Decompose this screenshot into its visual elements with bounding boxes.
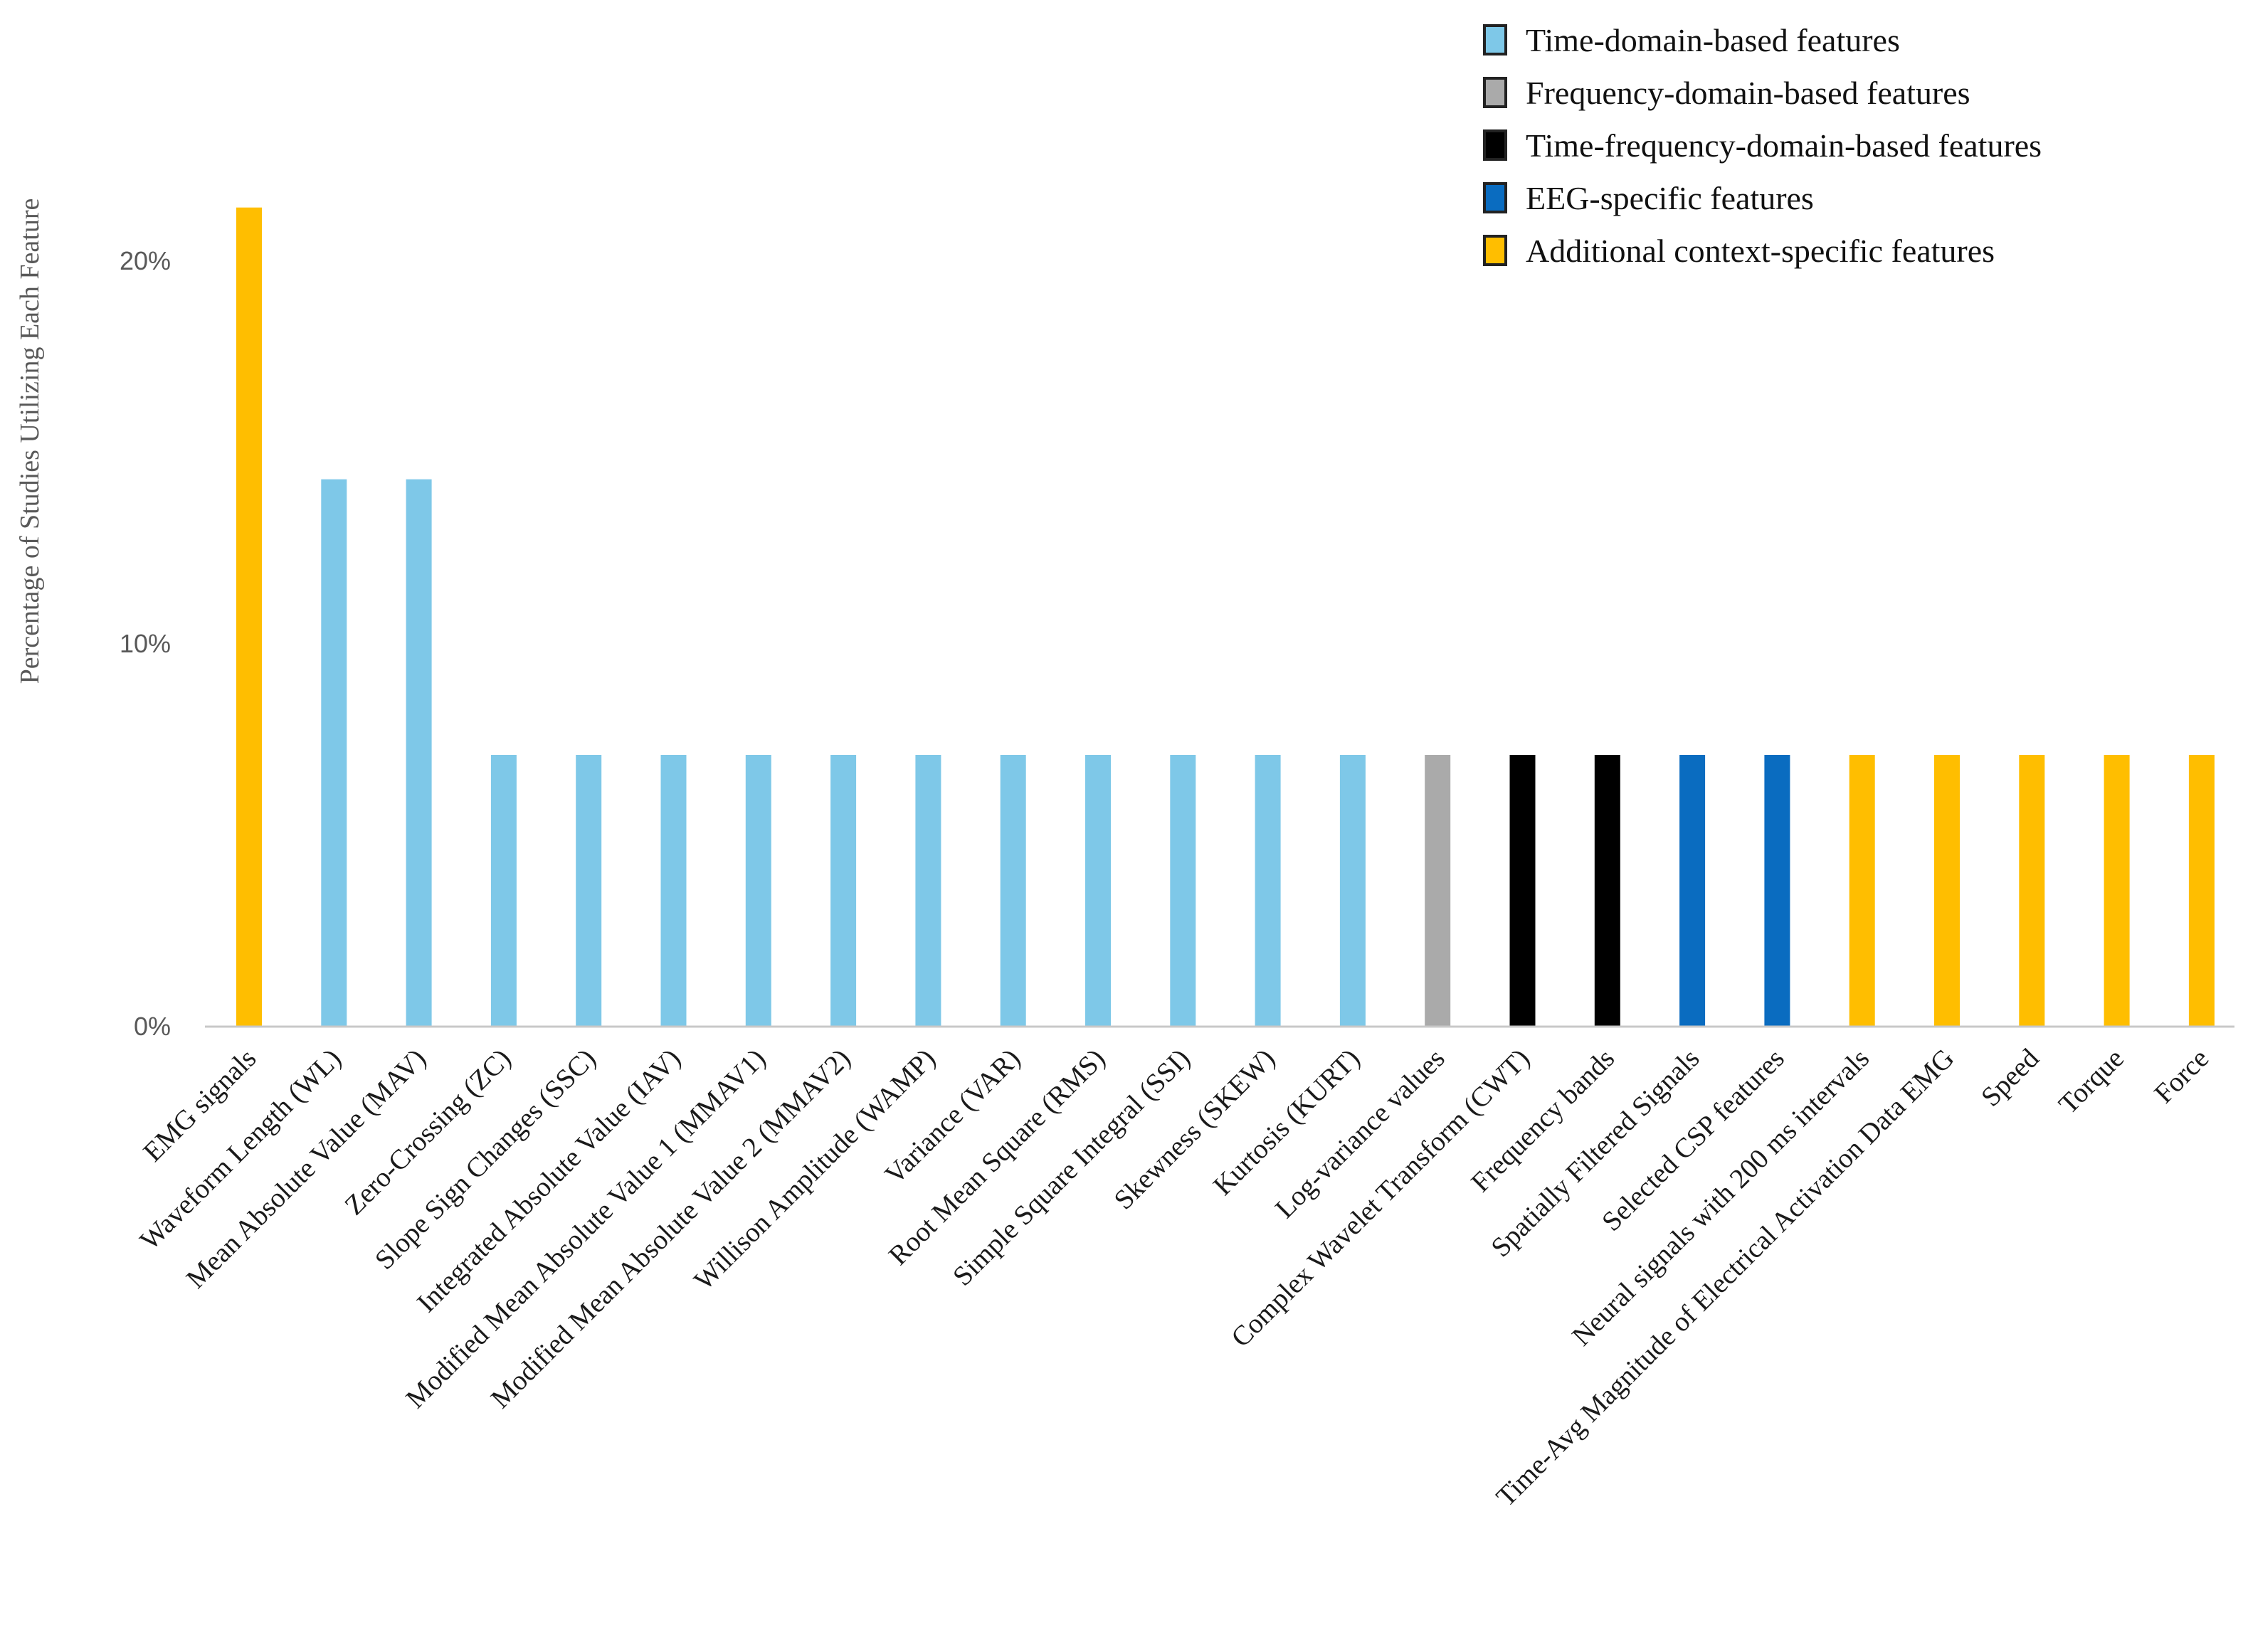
bar-22 [2104,755,2130,1027]
bar-3 [490,755,517,1027]
bar-20 [1934,755,1960,1027]
category-label-19: Neural signals with 200 ms intervals [1566,1043,1875,1352]
bar-1 [321,479,347,1027]
legend-swatch-freq [1483,77,1507,108]
bar-11 [1170,755,1196,1027]
y-axis-title: Percentage of Studies Utilizing Each Fea… [15,198,45,684]
bar-19 [1849,755,1875,1027]
category-label-12: Skewness (SKEW) [1108,1043,1281,1216]
bar-0 [236,207,262,1027]
y-axis: 0% 10% 20% [120,246,171,1041]
bar-2 [406,479,432,1027]
bar-15 [1509,755,1536,1027]
legend-label-tf: Time-frequency-domain-based features [1526,127,2042,164]
legend-label-context: Additional context-specific features [1526,233,1995,269]
category-label-21: Speed [1975,1043,2045,1113]
legend-swatch-eeg [1483,182,1507,213]
bar-10 [1085,755,1111,1027]
bar-8 [915,755,941,1027]
legend-label-eeg: EEG-specific features [1526,180,1814,216]
legend-swatch-context [1483,235,1507,266]
bar-12 [1255,755,1281,1027]
bar-17 [1679,755,1706,1027]
bar-4 [576,755,602,1027]
legend: Time-domain-based features Frequency-doma… [1483,22,2042,269]
bar-13 [1339,755,1366,1027]
category-label-15: Complex Wavelet Transform (CWT) [1225,1043,1536,1353]
bar-16 [1594,755,1620,1027]
bar-23 [2188,755,2215,1027]
bar-7 [830,755,857,1027]
category-label-22: Torque [2053,1043,2130,1120]
bar-18 [1764,755,1790,1027]
bar-5 [660,755,687,1027]
legend-swatch-time [1483,24,1507,55]
category-label-13: Kurtosis (KURT) [1208,1043,1366,1202]
bars [236,207,2215,1027]
legend-label-time: Time-domain-based features [1526,22,1900,58]
legend-swatch-tf [1483,129,1507,161]
bar-9 [1000,755,1026,1027]
bar-6 [745,755,771,1027]
legend-label-freq: Frequency-domain-based features [1526,75,1970,111]
y-tick-label-0: 0% [134,1012,171,1041]
category-label-16: Frequency bands [1465,1043,1620,1198]
bar-21 [2019,755,2045,1027]
y-tick-label-2: 20% [120,246,171,275]
bar-14 [1425,755,1451,1027]
category-label-23: Force [2148,1043,2215,1109]
y-tick-label-1: 10% [120,629,171,658]
